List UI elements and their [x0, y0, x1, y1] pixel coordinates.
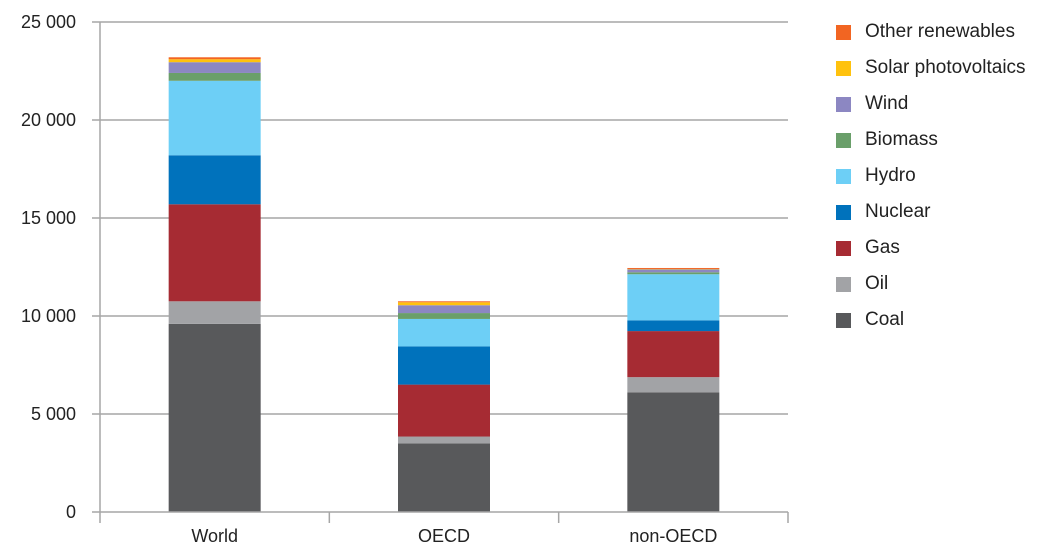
- bar-segment: [168, 80, 261, 156]
- x-tick-label: non-OECD: [629, 526, 717, 546]
- bar-segment: [627, 331, 720, 378]
- legend-item: Wind: [836, 86, 1051, 122]
- bar-segment: [398, 443, 490, 512]
- bar-segment: [168, 72, 261, 81]
- y-tick-label: 25 000: [21, 12, 76, 32]
- bar-segment: [398, 346, 490, 385]
- bar-segment: [168, 57, 261, 60]
- legend-swatch: [836, 204, 851, 220]
- bars: [168, 57, 720, 512]
- legend-swatch: [836, 240, 851, 256]
- y-tick-label: 10 000: [21, 306, 76, 326]
- bar-segment: [168, 155, 261, 205]
- legend-label: Gas: [865, 237, 900, 258]
- legend-item: Hydro: [836, 158, 1051, 194]
- bar-segment: [398, 313, 490, 319]
- legend-item: Nuclear: [836, 194, 1051, 230]
- legend-item: Solar photovoltaics: [836, 50, 1051, 86]
- bar-segment: [168, 323, 261, 512]
- bar-segment: [168, 59, 261, 63]
- bar-segment: [398, 384, 490, 437]
- legend-label: Oil: [865, 273, 889, 294]
- legend-swatch: [836, 132, 851, 148]
- bar-segment: [627, 269, 720, 273]
- bar-segment: [398, 302, 490, 306]
- x-tick-label: World: [191, 526, 238, 546]
- x-tick-label: OECD: [418, 526, 470, 546]
- bar-segment: [398, 301, 490, 303]
- bar-segment: [168, 301, 261, 324]
- bar-segment: [627, 274, 720, 321]
- y-tick-label: 5 000: [31, 404, 76, 424]
- bar-segment: [627, 392, 720, 512]
- legend-swatch: [836, 276, 851, 292]
- bar-segment: [168, 204, 261, 302]
- legend-item: Gas: [836, 230, 1051, 266]
- bar-segment: [627, 320, 720, 332]
- bar-segment: [398, 436, 490, 444]
- x-axis-ticks: World OECD non-OECD: [99, 512, 789, 546]
- bar-segment: [168, 62, 261, 73]
- legend-item: Coal: [836, 302, 1051, 338]
- legend-swatch: [836, 60, 851, 76]
- legend-swatch: [836, 24, 851, 40]
- legend-label: Nuclear: [865, 201, 931, 222]
- legend-swatch: [836, 312, 851, 328]
- legend-label: Wind: [865, 93, 909, 114]
- y-tick-label: 20 000: [21, 110, 76, 130]
- y-tick-label: 0: [66, 502, 76, 522]
- axes: [99, 22, 788, 513]
- legend: Other renewables Solar photovoltaics Wind B…: [836, 14, 1051, 338]
- legend-item: Oil: [836, 266, 1051, 302]
- legend-swatch: [836, 96, 851, 112]
- bar-segment: [398, 318, 490, 347]
- legend-item: Biomass: [836, 122, 1051, 158]
- y-axis-ticks: 0 5 000 10 000 15 000 20 000 25 000: [21, 12, 100, 522]
- legend-label: Coal: [865, 309, 905, 330]
- bar-segment: [398, 305, 490, 314]
- legend-label: Solar photovoltaics: [865, 57, 1026, 78]
- bar-segment: [627, 267, 720, 269]
- legend-label: Other renewables: [865, 21, 1015, 42]
- legend-item: Other renewables: [836, 14, 1051, 50]
- bar-segment: [627, 377, 720, 393]
- legend-label: Hydro: [865, 165, 916, 186]
- y-tick-label: 15 000: [21, 208, 76, 228]
- legend-label: Biomass: [865, 129, 938, 150]
- bar-segment: [627, 272, 720, 275]
- legend-swatch: [836, 168, 851, 184]
